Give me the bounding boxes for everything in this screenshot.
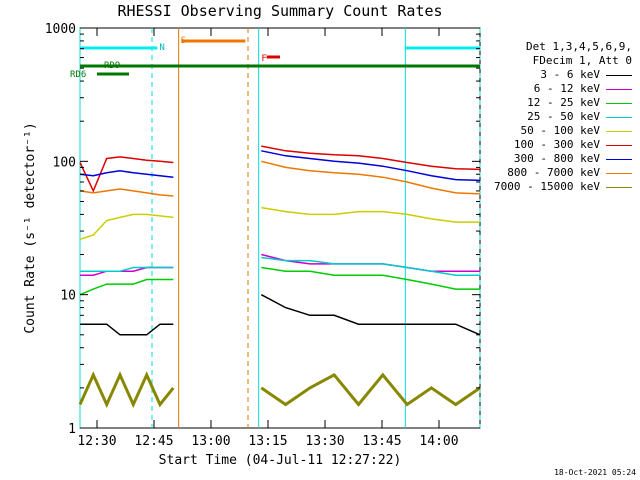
flag-s: S [181,36,186,46]
flag-f: F [261,54,266,64]
legend-entry: 3 - 6 keV [494,68,632,82]
series-line-0-seg2 [260,294,481,336]
legend-swatch [606,130,632,132]
series-line-6-seg1 [79,169,174,178]
legend-entry: 6 - 12 keV [494,82,632,96]
series-line-0-seg1 [80,323,174,336]
y-axis-label: Count Rate (s⁻¹ detector⁻¹) [23,122,38,333]
series-line-5-seg2 [261,145,481,171]
legend-entry: 800 - 7000 keV [494,166,632,180]
legend-swatch [606,116,632,118]
series-line-1-seg2 [261,253,480,272]
plot-frame [79,27,481,429]
legend-label: 6 - 12 keV [533,82,600,95]
legend-label: 800 - 7000 keV [507,166,600,179]
chart-title: RHESSI Observing Summary Count Rates [117,2,443,20]
series-line-7-seg1 [79,188,174,197]
legend-swatch [606,74,632,76]
legend-label: 3 - 6 keV [540,68,600,81]
legend-label: 7000 - 15000 keV [494,180,600,193]
legend-entry: 25 - 50 keV [494,110,632,124]
x-axis-label: Start Time (04-Jul-11 12:27:22) [158,453,402,468]
legend-swatch [606,88,632,90]
series-line-5-seg1 [79,156,174,193]
series-line-3-seg2 [261,256,480,276]
x-tick-label: 13:15 [248,434,287,449]
legend-swatch [606,102,632,104]
timestamp: 18-Oct-2021 05:24 [554,468,636,477]
legend-header-1: Det 1,3,4,5,6,9, [526,40,632,53]
series-line-6-seg2 [261,150,481,182]
legend-label: 12 - 25 keV [527,96,600,109]
flag-rd9: RD9 [104,61,120,71]
legend-swatch [606,172,632,174]
flag-n: N [159,43,164,53]
y-tick-label: 1000 [45,22,76,37]
x-tick-label: 12:45 [134,434,173,449]
series-line-7-seg2 [261,160,481,195]
series-line-2-seg2 [261,266,480,290]
series-line-8-seg2 [260,372,481,407]
legend-label: 100 - 300 keV [513,138,600,151]
series-line-8-seg1 [78,371,175,409]
x-tick-label: 13:00 [191,434,230,449]
flag-rd6: RD6 [70,70,86,80]
series-line-3-seg1 [80,266,174,272]
y-tick-label: 10 [60,289,76,304]
legend-entry: 300 - 800 keV [494,152,632,166]
legend-entry: 50 - 100 keV [494,124,632,138]
series-line-2-seg1 [79,278,174,296]
y-tick-label: 1 [68,422,76,437]
legend-swatch [606,186,632,188]
legend-header-2: FDecim 1, Att 0 [532,54,632,67]
series-line-4-seg2 [261,206,480,223]
legend-entry: 100 - 300 keV [494,138,632,152]
legend-entry: 7000 - 15000 keV [494,180,632,194]
legend-swatch [606,144,632,146]
legend-swatch [606,158,632,160]
legend-label: 300 - 800 keV [513,152,600,165]
x-tick-label: 12:30 [77,434,116,449]
legend: Det 1,3,4,5,6,9, FDecim 1, Att 0 3 - 6 k… [494,40,632,194]
legend-entry: 12 - 25 keV [494,96,632,110]
x-tick-label: 13:30 [305,434,344,449]
x-tick-label: 13:45 [362,434,401,449]
series-line-4-seg1 [79,213,174,241]
legend-label: 50 - 100 keV [520,124,600,137]
y-tick-label: 100 [53,155,76,170]
x-tick-label: 14:00 [419,434,458,449]
legend-label: 25 - 50 keV [527,110,600,123]
